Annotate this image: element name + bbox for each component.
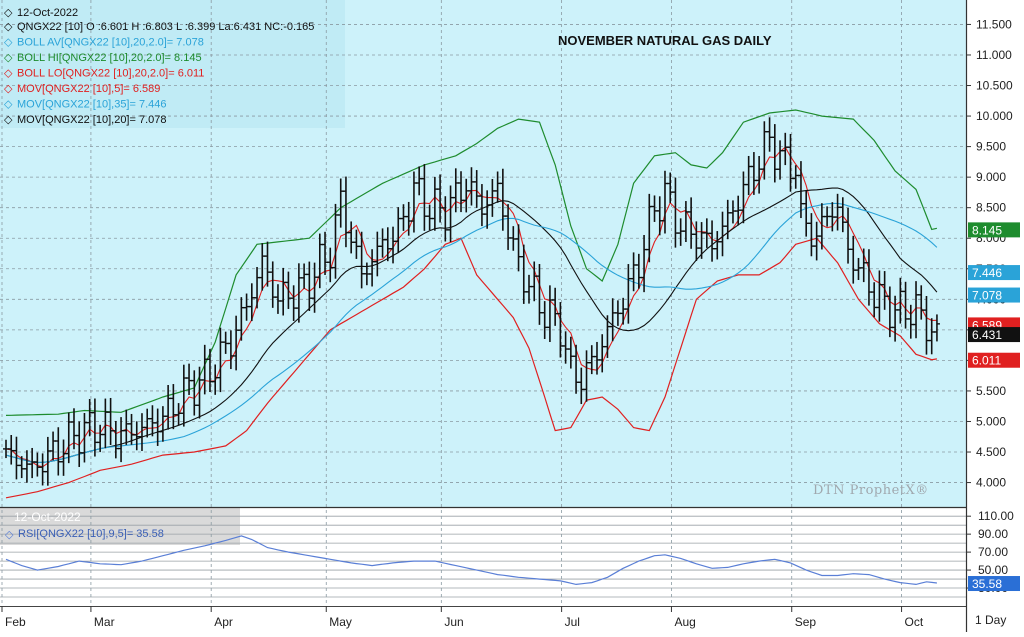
time-tick-label: May — [329, 615, 352, 629]
legend-item: MOV[QNGX22 [10],20]= 7.078 — [17, 114, 167, 126]
price-tick-label: 9.000 — [976, 170, 1006, 184]
legend-item: MOV[QNGX22 [10],5]= 6.589 — [17, 83, 160, 95]
legend-item: QNGX22 [10] O :6.601 H :6.803 L :6.399 L… — [17, 21, 314, 33]
price-tag-box — [968, 352, 1020, 368]
rsi-tick-label: 70.00 — [978, 545, 1008, 559]
moving-average-line — [5, 187, 938, 464]
legend-diamond-icon: ◇ — [4, 52, 13, 64]
legend-item: BOLL HI[QNGX22 [10],20,2.0]= 8.145 — [17, 52, 202, 64]
price-tick-label: 4.000 — [976, 476, 1006, 490]
price-tag-box — [968, 222, 1020, 238]
time-tick-label: Sep — [795, 615, 817, 629]
rsi-tag-label: 35.58 — [972, 577, 1002, 591]
price-tick-label: 4.500 — [976, 445, 1006, 459]
rsi-date: 12-Oct-2022 — [14, 510, 81, 524]
price-tick-label: 9.500 — [976, 140, 1006, 154]
price-tag-label: 8.145 — [972, 223, 1002, 237]
legend-diamond-icon: ◇ — [4, 37, 13, 49]
rsi-diamond-icon: ◇ — [5, 529, 14, 541]
time-tick-label: Mar — [94, 615, 115, 629]
price-tick-label: 10.500 — [976, 79, 1013, 93]
rsi-tag-box — [968, 576, 1020, 592]
rsi-header-box — [0, 507, 240, 545]
price-grid — [0, 24, 966, 483]
rsi-tick-label: 90.00 — [978, 527, 1008, 541]
legend-box — [0, 0, 345, 128]
legend-diamond-icon: ◇ — [4, 68, 13, 80]
rsi-tick-label: 50.00 — [978, 563, 1008, 577]
header-date: 12-Oct-2022 — [17, 7, 78, 19]
rsi-label: RSI[QNGX22 [10],9,5]= 35.58 — [18, 528, 164, 540]
legend-diamond-icon: ◇ — [4, 114, 13, 126]
price-tag-label: 6.011 — [972, 354, 1001, 368]
chart-title: NOVEMBER NATURAL GAS DAILY — [558, 33, 772, 48]
interval-button[interactable]: 1 Day — [975, 613, 1006, 627]
price-tag-box — [968, 327, 1020, 343]
price-tag-box — [968, 287, 1020, 303]
header-diamond-icon: ◇ — [4, 7, 13, 19]
time-tick-label: Jun — [444, 615, 463, 629]
legend: 12-Oct-2022 ◇ ◇ QNGX22 [10] O :6.601 H :6.8… — [4, 7, 314, 126]
rsi-lines — [5, 535, 937, 586]
price-tag-box — [968, 265, 1020, 281]
price-tick-label: 11.500 — [976, 17, 1012, 31]
time-tick-label: Feb — [5, 615, 26, 629]
price-tick-label: 10.000 — [976, 109, 1013, 123]
time-tick-label: Jul — [565, 615, 580, 629]
price-tick-label: 11.000 — [976, 48, 1012, 62]
legend-item: BOLL LO[QNGX22 [10],20,2.0]= 6.011 — [17, 68, 204, 80]
legend-diamond-icon: ◇ — [4, 99, 13, 111]
price-tick-label: 8.500 — [976, 201, 1006, 215]
price-tick-label: 5.000 — [976, 414, 1006, 428]
watermark: DTN ProphetX® — [813, 483, 929, 498]
moving-average-line — [5, 202, 938, 464]
bollinger-high-line — [5, 109, 938, 416]
price-tag-label: 6.431 — [972, 328, 1002, 342]
legend-item: BOLL AV[QNGX22 [10],20,2.0]= 7.078 — [17, 37, 204, 49]
rsi-tick-label: 110.00 — [978, 509, 1014, 523]
price-bars — [3, 117, 940, 486]
price-tag-label: 7.446 — [972, 266, 1002, 280]
price-tag-label: 7.078 — [972, 289, 1002, 303]
time-tick-label: Aug — [674, 615, 695, 629]
price-tick-label: 5.500 — [976, 384, 1006, 398]
rsi-line — [5, 535, 937, 586]
time-axis-background — [0, 606, 966, 632]
price-axis-background — [966, 0, 1024, 632]
time-tick-label: Oct — [905, 615, 924, 629]
time-tick-label: Apr — [214, 615, 233, 629]
legend-diamond-icon: ◇ — [4, 83, 13, 95]
legend-item: MOV[QNGX22 [10],35]= 7.446 — [17, 99, 167, 111]
bollinger-low-line — [5, 237, 937, 499]
legend-diamond-icon: ◇ — [4, 21, 13, 33]
time-axis-ticks: Feb Mar Apr May Jun Jul Aug Sep Oct — [1, 606, 924, 629]
